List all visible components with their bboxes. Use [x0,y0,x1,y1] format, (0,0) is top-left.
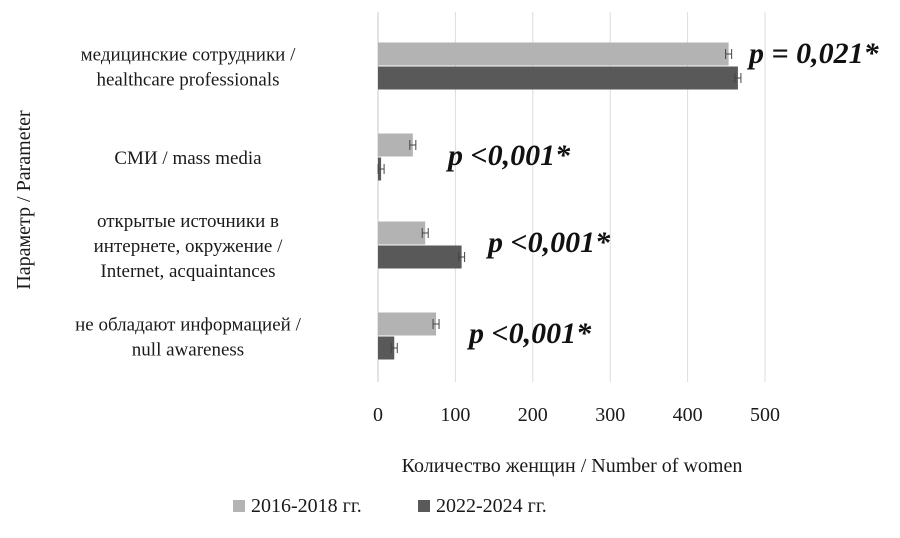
bar-series2-cat4 [378,336,395,360]
p-value-annotation: p <0,001* [485,226,611,259]
error-bar [725,49,733,59]
category-label: healthcare professionals [96,70,279,91]
y-axis-title: Параметр / Parameter [13,110,35,290]
error-bar [421,228,429,238]
category-label: открытые источники в [97,211,279,232]
legend: 2016-2018 гг. 2022-2024 гг. [233,495,547,517]
category-label: медицинские сотрудники / [81,45,296,66]
p-value-annotation: p <0,001* [466,317,592,350]
bar-series2-cat3 [378,245,462,269]
labels: 0 100 200 300 400 500 медицинские сотрудники /… [75,37,879,426]
legend-swatch [418,500,430,512]
bar-series1-cat1 [378,42,729,66]
x-tick-label: 200 [518,404,548,426]
error-bar [734,73,742,83]
error-bar [409,140,417,150]
p-value-annotation: p <0,001* [445,139,571,172]
p-value-annotation: p = 0,021* [746,37,880,70]
error-bar [377,164,385,174]
x-tick-label: 0 [373,404,383,426]
bar-series2-cat1 [378,66,738,90]
legend-swatch [233,500,245,512]
category-label: СМИ / mass media [114,148,262,169]
category-label: null awareness [132,340,244,361]
bar-series1-cat4 [378,312,437,336]
category-label: Internet, acquaintances [100,261,275,282]
bar-series1-cat3 [378,221,426,245]
x-tick-label: 300 [595,404,625,426]
x-axis-title: Количество женщин / Number of women [402,455,743,477]
error-bar [458,252,466,262]
error-bar [390,343,398,353]
category-label: интернете, окружение / [94,236,283,257]
legend-label: 2022-2024 гг. [436,495,547,517]
x-tick-label: 500 [750,404,780,426]
bar-series1-cat2 [378,133,413,157]
category-label: не обладают информацией / [75,315,301,336]
legend-label: 2016-2018 гг. [251,495,362,517]
error-bar [432,319,440,329]
x-tick-label: 400 [673,404,703,426]
bars [377,42,742,360]
x-tick-label: 100 [440,404,470,426]
